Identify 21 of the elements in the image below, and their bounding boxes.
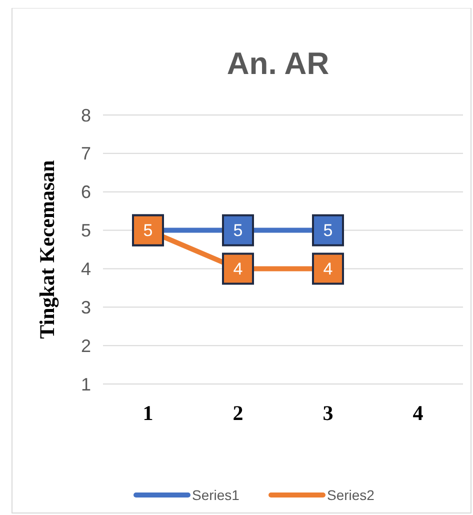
data-label: 5: [323, 221, 333, 240]
y-axis-title: Tingkat Kecemasan: [35, 160, 59, 339]
y-tick-label: 4: [80, 259, 91, 280]
x-tick-label: 1: [142, 401, 154, 425]
data-label: 4: [323, 260, 333, 279]
y-tick-label: 5: [80, 220, 91, 241]
data-label: 5: [143, 221, 153, 240]
y-tick-label: 7: [80, 144, 91, 164]
y-tick-label: 8: [80, 105, 91, 126]
legend-label: Series1: [192, 486, 240, 503]
data-label: 4: [233, 260, 243, 279]
x-tick-label: 3: [322, 401, 334, 425]
y-tick-label: 3: [80, 297, 91, 318]
y-tick-label: 2: [80, 336, 91, 356]
x-tick-label: 4: [412, 401, 424, 425]
y-tick-label: 1: [80, 374, 91, 394]
y-tick-label: 6: [80, 182, 91, 202]
data-label: 5: [233, 221, 243, 240]
x-tick-label: 2: [232, 401, 244, 425]
legend-label: Series2: [327, 486, 375, 503]
chart-title: An. AR: [226, 46, 330, 81]
